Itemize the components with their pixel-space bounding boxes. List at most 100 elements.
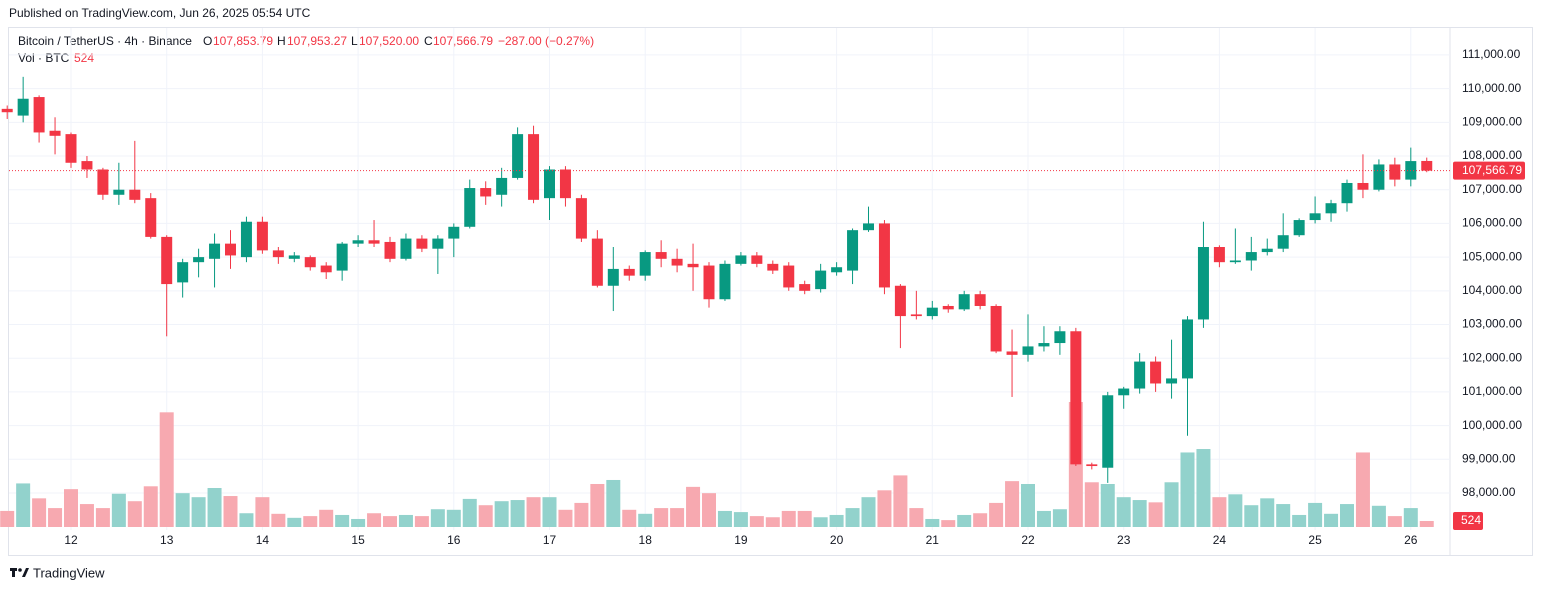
candle-body: [799, 284, 811, 291]
volume-bar: [16, 483, 31, 527]
volume-bar: [383, 516, 397, 527]
volume-bar: [287, 517, 302, 527]
volume-bar: [829, 514, 844, 527]
volume-bar: [1132, 500, 1147, 527]
candle-body: [448, 226, 460, 239]
candle-body: [910, 314, 922, 317]
candle-body: [1, 108, 13, 113]
volume-bar: [702, 493, 716, 527]
candle-body: [272, 250, 284, 258]
volume-bar: [973, 513, 988, 527]
volume-bar: [1324, 513, 1339, 527]
volume-bar: [686, 486, 701, 527]
y-tick-label: 102,000.00: [1462, 350, 1522, 364]
volume-bar: [159, 412, 174, 527]
candle-body: [783, 265, 795, 288]
candle-body: [1070, 331, 1082, 465]
candle-body: [209, 243, 221, 259]
y-tick-label: 108,000.00: [1462, 148, 1522, 162]
volume-bar: [1260, 498, 1275, 527]
candle-body: [145, 198, 157, 237]
candle-body: [288, 255, 300, 259]
y-tick-label: 103,000.00: [1462, 317, 1522, 331]
candle-body: [352, 240, 364, 244]
candle-body: [671, 258, 683, 266]
last-price-box: [1453, 161, 1525, 180]
candle-body: [847, 230, 859, 271]
grid: [9, 28, 1450, 530]
volume-bar: [462, 498, 477, 527]
candle-body: [1309, 213, 1321, 221]
x-tick-label: 24: [1213, 533, 1227, 547]
candle-body: [575, 198, 587, 239]
y-tick-label: 110,000.00: [1462, 81, 1521, 95]
published: Published on TradingView.com, Jun 26, 20…: [9, 6, 311, 20]
candle-body: [528, 134, 540, 200]
candle-body: [256, 221, 268, 251]
volume-bar: [1276, 504, 1291, 527]
volume-bar: [717, 510, 732, 527]
candle-body: [974, 294, 986, 306]
volume-bar: [989, 502, 1004, 527]
volume-bar: [1212, 497, 1227, 527]
candle-body: [1182, 319, 1193, 379]
volume-bar: [909, 508, 924, 527]
candle-body: [81, 161, 93, 170]
candle-body: [1006, 351, 1018, 355]
x-tick-label: 17: [543, 533, 557, 547]
candle-body: [1213, 247, 1225, 263]
volume-bar: [781, 510, 796, 527]
candle-body: [480, 188, 492, 197]
x-tick-label: 22: [1021, 533, 1035, 547]
candle-body: [719, 263, 731, 300]
candle-body: [751, 255, 763, 264]
candle-body: [384, 241, 396, 259]
frame: [8, 27, 1533, 556]
candle-body: [1150, 361, 1162, 384]
volume-bar: [207, 488, 222, 527]
candle-body: [607, 268, 619, 286]
x-tick-label: 12: [64, 533, 78, 547]
x-tick-label: 23: [1117, 533, 1131, 547]
candle-body: [193, 257, 205, 263]
l-label: L: [351, 34, 358, 48]
candle-body: [464, 188, 476, 227]
candle-body: [623, 268, 635, 276]
c-value: 107,566.79: [433, 34, 493, 48]
volume-bar: [606, 479, 621, 527]
volume-bar: [1387, 516, 1402, 527]
y-tick-label: 105,000.00: [1462, 249, 1522, 263]
candle-body: [1086, 464, 1098, 467]
volume-bar: [1005, 481, 1020, 527]
candle-body: [878, 223, 890, 288]
volume-bar: [574, 502, 589, 527]
x-tick-label: 20: [830, 533, 844, 547]
candle-body: [1229, 260, 1241, 263]
candle-body: [735, 255, 747, 264]
volume-bar: [446, 509, 461, 527]
brand-logo: [10, 568, 29, 577]
candle-body: [703, 265, 715, 300]
candle-body: [1022, 346, 1034, 355]
candle-body: [225, 243, 236, 256]
volume-bar: [1419, 520, 1434, 527]
candle-body: [400, 238, 412, 259]
volume-bar: [1021, 483, 1035, 527]
volume-bar: [1403, 508, 1418, 527]
y-tick-label: 104,000.00: [1462, 283, 1522, 297]
y-tick-label: 107,000.00: [1462, 182, 1522, 196]
volume-bar: [638, 513, 653, 527]
volume-bar: [1180, 452, 1195, 527]
change: −287.00 (−0.27%): [498, 34, 594, 48]
candle-body: [863, 223, 874, 231]
volume-bar: [813, 517, 828, 527]
volume-bar: [367, 513, 382, 527]
volume-bar: [48, 508, 63, 527]
candle-body: [990, 305, 1002, 352]
candle-body: [240, 221, 252, 258]
candle-body: [926, 307, 938, 317]
candle-body: [958, 294, 970, 310]
x-tick-label: 15: [351, 533, 365, 547]
volume-bar: [1244, 505, 1259, 527]
